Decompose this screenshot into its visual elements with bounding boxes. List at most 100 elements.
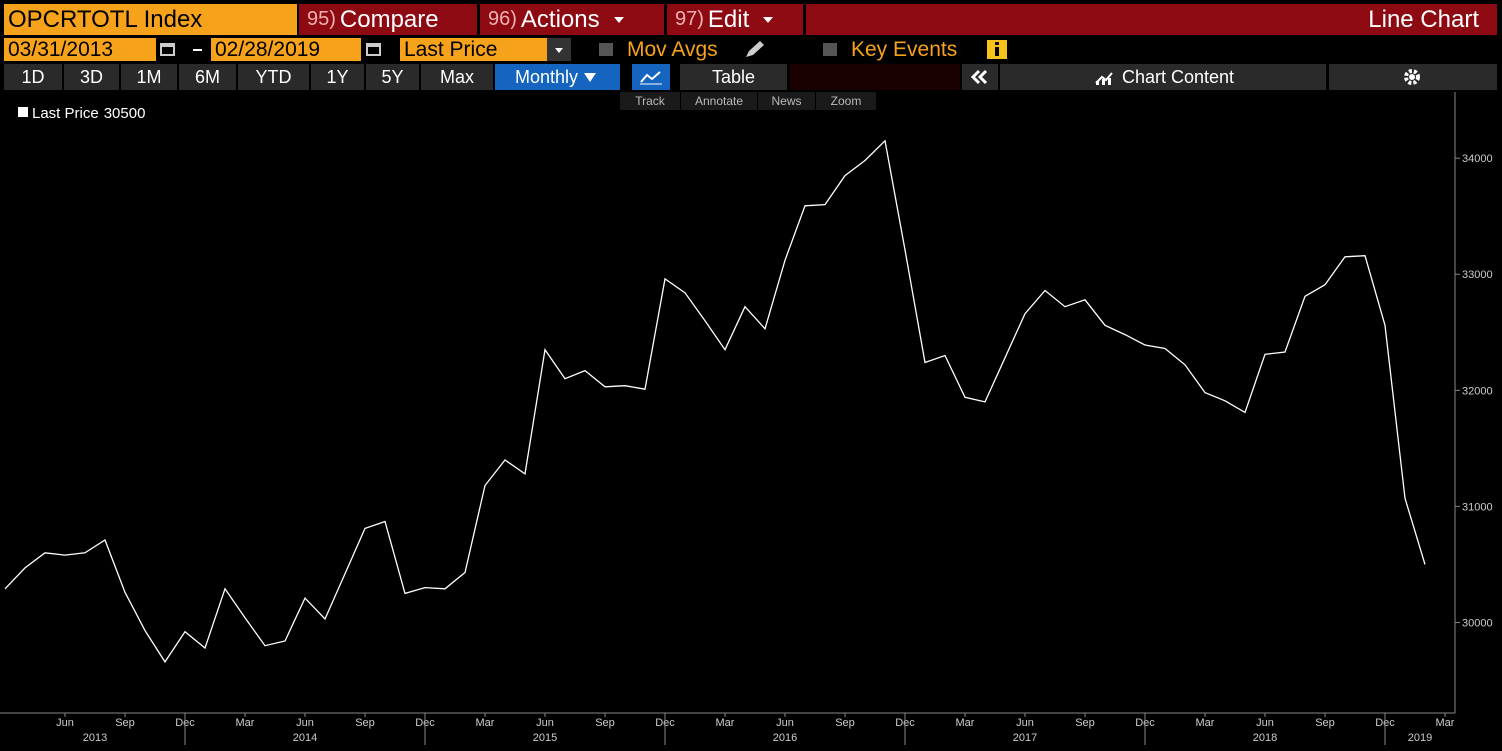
actions-button[interactable]: 96) Actions bbox=[480, 4, 664, 35]
date-label: 03/31/2013 bbox=[8, 37, 114, 61]
security[interactable]: OPCRTOTL Index bbox=[4, 4, 297, 35]
mov-avgs[interactable]: Mov Avgs bbox=[627, 38, 718, 61]
settings-button[interactable] bbox=[1329, 64, 1497, 90]
security-label: OPCRTOTL Index bbox=[8, 5, 203, 33]
calendar-icon[interactable] bbox=[158, 38, 178, 61]
compare-button[interactable]: 95) Compare bbox=[299, 4, 477, 35]
mov-avgs-label: Mov Avgs bbox=[627, 37, 718, 61]
table-label: Table bbox=[711, 66, 756, 87]
x-tick-label: Mar bbox=[716, 717, 735, 729]
field-select[interactable]: Last Price bbox=[400, 38, 547, 61]
chart-icon bbox=[1095, 72, 1113, 85]
tool-button-label: Zoom bbox=[830, 94, 862, 108]
checkbox[interactable] bbox=[597, 38, 617, 61]
x-tick-label: Mar bbox=[956, 717, 975, 729]
key-events-label: Key Events bbox=[851, 37, 958, 61]
range-button[interactable]: YTD bbox=[238, 64, 309, 90]
y-tick-label: 30000 bbox=[1462, 617, 1493, 629]
range-button[interactable]: 1D bbox=[4, 64, 62, 90]
range-button-label: 5Y bbox=[381, 66, 404, 87]
x-tick-label: Sep bbox=[595, 717, 615, 729]
tool-button-label: Track bbox=[635, 94, 665, 108]
x-tick-label: Jun bbox=[56, 717, 74, 729]
y-tick-label: 32000 bbox=[1462, 385, 1493, 397]
x-tick-label: Mar bbox=[1436, 717, 1455, 729]
range-button-label: 1M bbox=[136, 66, 162, 87]
year-label: 2013 bbox=[83, 732, 107, 744]
legend-value: 30500 bbox=[104, 105, 146, 122]
year-label: 2017 bbox=[1013, 732, 1037, 744]
button-num: 95) bbox=[307, 8, 336, 30]
range-button[interactable]: 1Y bbox=[311, 64, 364, 90]
range-button-label: 3D bbox=[79, 66, 103, 87]
range-button-label: YTD bbox=[255, 66, 292, 87]
range-button-label: 1Y bbox=[326, 66, 349, 87]
range-button[interactable]: Max bbox=[421, 64, 493, 90]
tool-button-label: News bbox=[771, 94, 802, 108]
collapse-button[interactable] bbox=[962, 64, 998, 90]
x-tick-label: Sep bbox=[835, 717, 855, 729]
pencil-icon[interactable] bbox=[742, 38, 768, 61]
range-button[interactable]: 5Y bbox=[366, 64, 419, 90]
y-tick-label: 31000 bbox=[1462, 501, 1493, 513]
spacer bbox=[790, 64, 960, 90]
year-label: 2018 bbox=[1253, 732, 1277, 744]
dropdown-arrow bbox=[763, 16, 774, 23]
tool-button[interactable]: Track bbox=[620, 92, 680, 110]
y-tick-label: 34000 bbox=[1462, 153, 1493, 165]
x-tick-label: Jun bbox=[1256, 717, 1274, 729]
button-num: 96) bbox=[488, 8, 517, 30]
button-num: 97) bbox=[675, 8, 704, 30]
view-title: Line Chart bbox=[806, 4, 1497, 35]
line-chart-toggle[interactable] bbox=[632, 64, 670, 90]
year-label: 2015 bbox=[533, 732, 557, 744]
year-label: 2014 bbox=[293, 732, 317, 744]
calendar-icon[interactable] bbox=[364, 38, 384, 61]
button-label: Compare bbox=[339, 5, 439, 33]
period-label: Monthly bbox=[514, 66, 579, 87]
start-date[interactable]: 03/31/2013 bbox=[4, 38, 156, 61]
info-icon[interactable] bbox=[985, 38, 1009, 61]
tool-button[interactable]: Annotate bbox=[681, 92, 757, 110]
x-tick-label: Mar bbox=[1196, 717, 1215, 729]
legend-name: Last Price bbox=[32, 105, 99, 122]
x-tick-label: Mar bbox=[476, 717, 495, 729]
x-tick-label: Jun bbox=[1016, 717, 1034, 729]
tool-button[interactable]: Zoom bbox=[816, 92, 876, 110]
chart-content-button[interactable]: Chart Content bbox=[1000, 64, 1326, 90]
range-button-label: 6M bbox=[194, 66, 220, 87]
period-select[interactable]: Monthly bbox=[495, 64, 620, 90]
view-label: Line Chart bbox=[1368, 5, 1479, 33]
range-button[interactable]: 6M bbox=[179, 64, 236, 90]
x-tick-label: Mar bbox=[236, 717, 255, 729]
field-label: Last Price bbox=[404, 37, 498, 61]
x-tick-label: Jun bbox=[536, 717, 554, 729]
x-tick-label: Jun bbox=[296, 717, 314, 729]
field-dropdown[interactable] bbox=[547, 38, 571, 61]
checkbox[interactable] bbox=[821, 38, 841, 61]
x-tick-label: Sep bbox=[1075, 717, 1095, 729]
y-tick-label: 33000 bbox=[1462, 269, 1493, 281]
button-label: Actions bbox=[520, 5, 600, 33]
edit-button[interactable]: 97) Edit bbox=[667, 4, 803, 35]
tool-button[interactable]: News bbox=[758, 92, 815, 110]
key-events[interactable]: Key Events bbox=[851, 38, 957, 61]
x-tick-label: Sep bbox=[1315, 717, 1335, 729]
tool-button-label: Annotate bbox=[694, 94, 744, 108]
dropdown-arrow bbox=[613, 16, 624, 23]
range-button[interactable]: 1M bbox=[121, 64, 177, 90]
range-button-label: 1D bbox=[21, 66, 45, 87]
dropdown-arrow bbox=[584, 73, 597, 82]
end-date[interactable]: 02/28/2019 bbox=[211, 38, 361, 61]
year-label: 2019 bbox=[1408, 732, 1432, 744]
table-button[interactable]: Table bbox=[680, 64, 787, 90]
price-line bbox=[4, 139, 1426, 664]
x-tick-label: Sep bbox=[115, 717, 135, 729]
x-tick-label: Jun bbox=[776, 717, 794, 729]
year-label: 2016 bbox=[773, 732, 797, 744]
button-label: Edit bbox=[707, 5, 750, 33]
x-tick-label: Sep bbox=[355, 717, 375, 729]
range-button[interactable]: 3D bbox=[64, 64, 119, 90]
